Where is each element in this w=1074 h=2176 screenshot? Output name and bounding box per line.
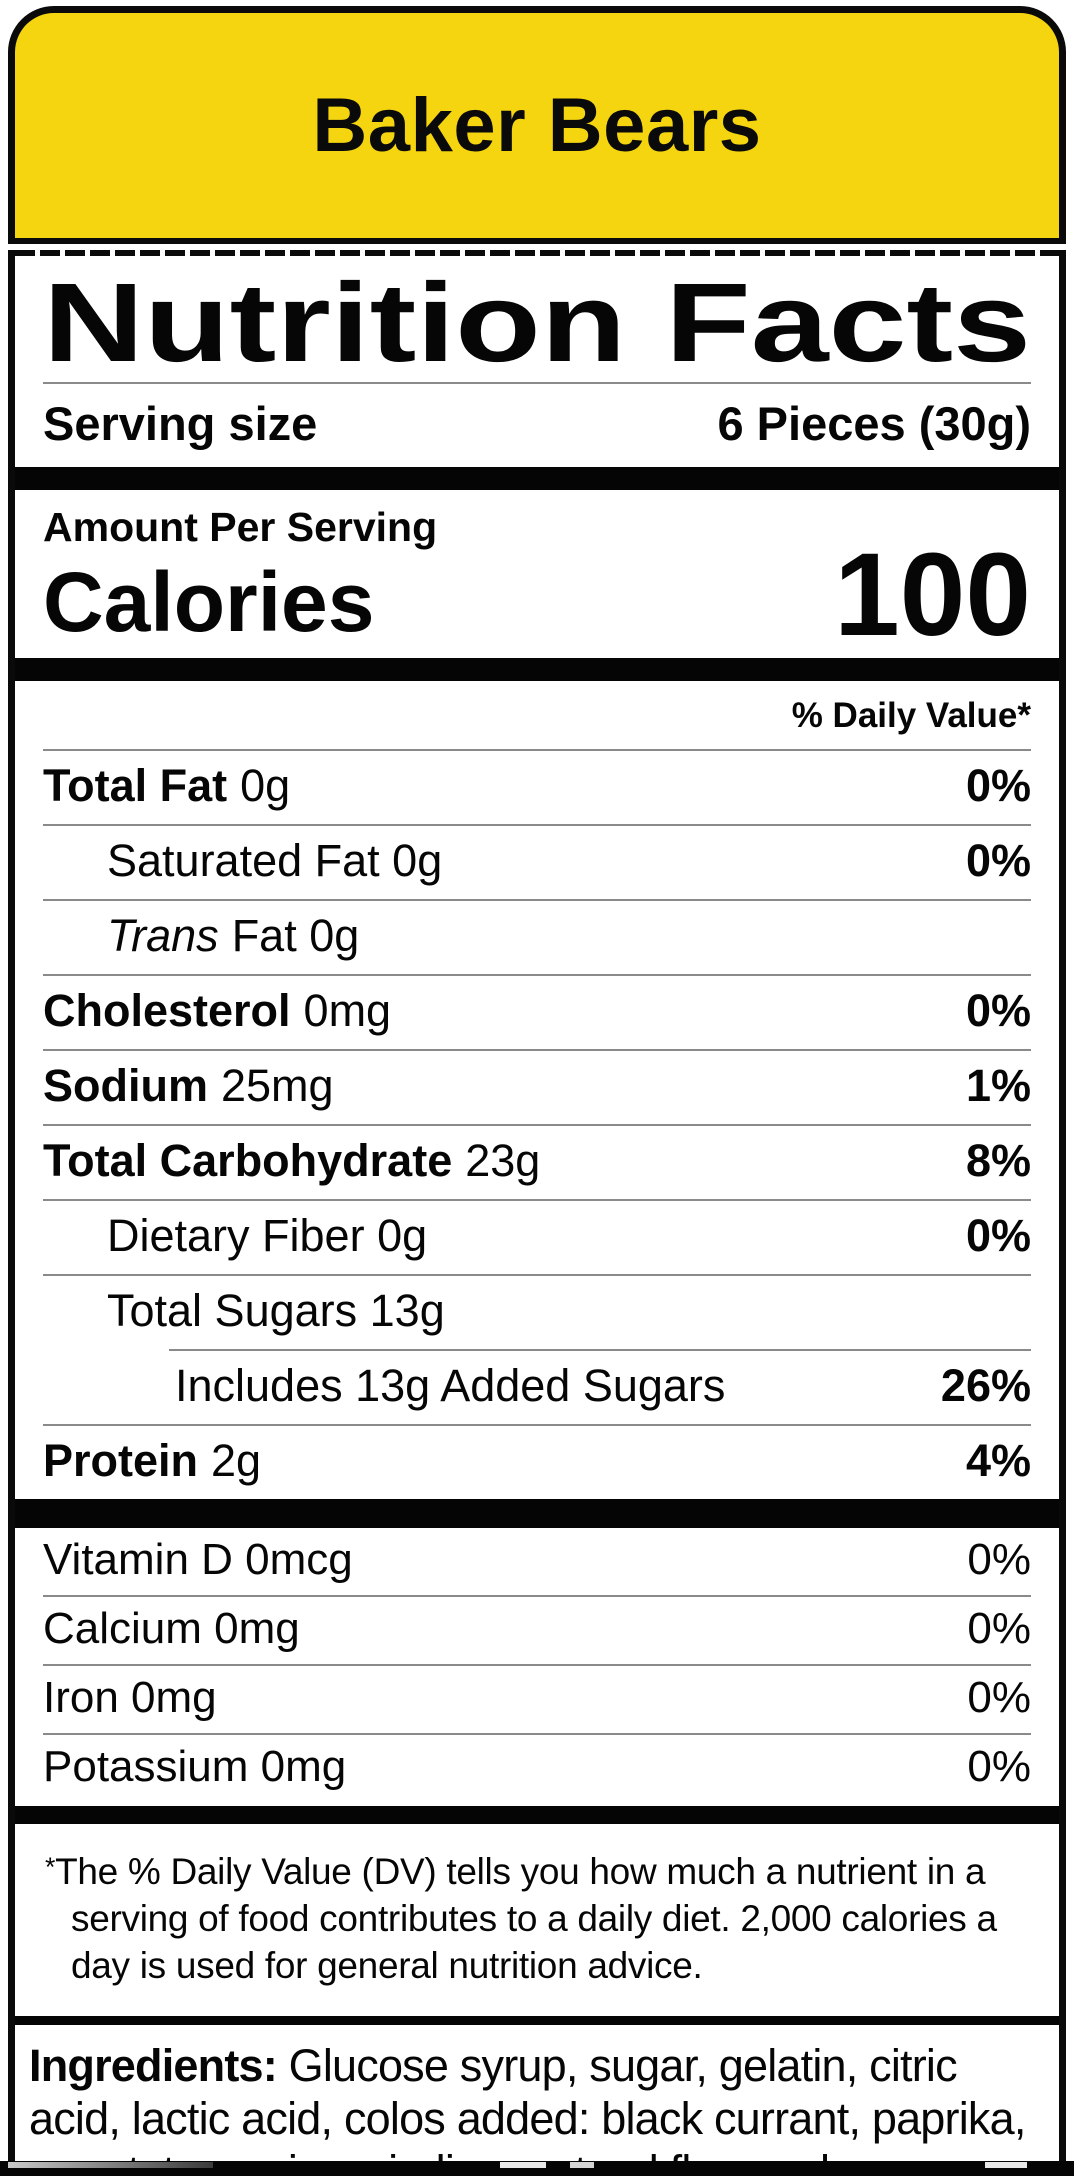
nutrient-name: Protein — [43, 1434, 199, 1486]
product-label: Baker Bears Nutrition Facts Serving size… — [8, 6, 1066, 2176]
footnote-body: The % Daily Value (DV) tells you how muc… — [55, 1850, 997, 1987]
nutrient-text: Iron 0mg — [43, 1672, 217, 1722]
nutrient-amount: 0mg — [303, 984, 392, 1036]
footnote-asterisk: * — [45, 1851, 56, 1882]
nutrient-amount: Fat 0g — [231, 909, 360, 961]
daily-value: 0% — [967, 1534, 1031, 1584]
nutrient-text: Saturated Fat 0g — [107, 834, 443, 886]
vitamin-row-vitamin-d: Vitamin D 0mcg 0% — [43, 1528, 1031, 1595]
divider — [43, 823, 1031, 826]
daily-value: 4% — [965, 1434, 1031, 1486]
nutrient-row-total-fat: Total Fat 0g 0% — [43, 751, 1031, 824]
bottom-strip-notch — [8, 2162, 213, 2168]
bottom-strip-notch — [985, 2162, 1027, 2168]
nutrient-name: Cholesterol — [43, 984, 291, 1036]
nutrient-text: Vitamin D 0mcg — [43, 1534, 353, 1584]
nutrient-row-total-carbohydrate: Total Carbohydrate 23g 8% — [43, 1126, 1031, 1199]
calories-label: Calories — [43, 554, 375, 649]
nutrient-name: Trans — [107, 909, 219, 961]
nutrient-text: Total Fat 0g — [43, 760, 290, 812]
daily-value: 0% — [967, 1603, 1031, 1653]
nutrient-row-dietary-fiber: Dietary Fiber 0g 0% — [43, 1201, 1031, 1274]
heavy-divider — [15, 2015, 1059, 2025]
medium-bar — [15, 1805, 1059, 1824]
nutrient-text: Sodium 25mg — [43, 1060, 334, 1112]
brand-header: Baker Bears — [8, 6, 1066, 244]
divider — [43, 1732, 1031, 1735]
nutrient-name: Total Fat — [43, 759, 228, 811]
daily-value: 0% — [965, 984, 1031, 1036]
divider — [43, 382, 1031, 384]
daily-value: 0% — [967, 1672, 1031, 1722]
divider — [43, 1663, 1031, 1666]
nutrient-text: Trans Fat 0g — [43, 910, 359, 962]
divider — [43, 898, 1031, 901]
nutrient-text: Potassium 0mg — [43, 1741, 347, 1791]
nutrient-amount: 25mg — [221, 1059, 334, 1111]
divider — [43, 1423, 1031, 1426]
nutrient-row-total-sugars: Total Sugars 13g — [43, 1276, 1031, 1349]
nutrient-text: Includes 13g Added Sugars — [175, 1359, 726, 1411]
nutrient-row-protein: Protein 2g 4% — [43, 1426, 1031, 1499]
serving-size-label: Serving size — [43, 397, 318, 450]
nutrient-row-trans-fat: Trans Fat 0g — [43, 901, 1031, 974]
divider — [43, 1198, 1031, 1201]
serving-size-row: Serving size 6 Pieces (30g) — [43, 384, 1031, 467]
bottom-strip-notch — [570, 2162, 594, 2168]
nutrient-text: Protein 2g — [43, 1435, 261, 1487]
nutrient-amount: 23g — [465, 1134, 541, 1186]
daily-value: 0% — [967, 1741, 1031, 1791]
nutrient-text: Calcium 0mg — [43, 1603, 300, 1653]
thick-bar-protein — [15, 1498, 1059, 1528]
perforation-line — [15, 250, 1059, 256]
divider-indented — [169, 1348, 1031, 1351]
nutrition-facts-title: Nutrition Facts — [43, 264, 1031, 382]
nutrient-amount: 0g — [240, 759, 291, 811]
daily-value-header: % Daily Value* — [791, 695, 1031, 735]
nutrient-name: Total Carbohydrate — [43, 1134, 453, 1186]
amount-per-serving-label: Amount Per Serving — [43, 504, 438, 550]
daily-value: 0% — [965, 1209, 1031, 1261]
nutrient-text: Total Carbohydrate 23g — [43, 1135, 540, 1187]
vitamin-row-calcium: Calcium 0mg 0% — [43, 1597, 1031, 1664]
bottom-strip — [0, 2161, 1074, 2176]
calories-row: Calories 100 — [43, 529, 1031, 661]
nutrient-amount: 2g — [211, 1434, 262, 1486]
daily-value: 1% — [965, 1059, 1031, 1111]
serving-size-value: 6 Pieces (30g) — [717, 397, 1031, 450]
thick-bar-top — [15, 467, 1059, 490]
daily-value: 8% — [965, 1134, 1031, 1186]
calories-value: 100 — [834, 529, 1031, 661]
nutrient-row-added-sugars: Includes 13g Added Sugars 26% — [43, 1351, 1031, 1424]
footnote-text: *The % Daily Value (DV) tells you how mu… — [45, 1848, 1027, 1990]
vitamin-row-iron: Iron 0mg 0% — [43, 1666, 1031, 1733]
footnote: *The % Daily Value (DV) tells you how mu… — [43, 1824, 1031, 2016]
divider — [43, 1123, 1031, 1126]
divider — [43, 1048, 1031, 1051]
ingredients-label: Ingredients: — [29, 2039, 278, 2091]
divider — [43, 973, 1031, 976]
nutrition-facts-title-text: Nutrition Facts — [43, 264, 1031, 382]
nutrient-row-saturated-fat: Saturated Fat 0g 0% — [43, 826, 1031, 899]
divider — [43, 748, 1031, 751]
divider — [43, 1273, 1031, 1276]
nutrient-text: Cholesterol 0mg — [43, 985, 391, 1037]
daily-value: 26% — [940, 1359, 1031, 1411]
bottom-strip-notch — [500, 2162, 546, 2168]
ingredients: Ingredients: Glucose syrup, sugar, gelat… — [29, 2025, 1045, 2176]
daily-value: 0% — [965, 759, 1031, 811]
nutrition-panel: Nutrition Facts Serving size 6 Pieces (3… — [8, 250, 1066, 2176]
nutrient-row-sodium: Sodium 25mg 1% — [43, 1051, 1031, 1124]
vitamin-row-potassium: Potassium 0mg 0% — [43, 1735, 1031, 1802]
nutrient-text: Total Sugars 13g — [107, 1284, 445, 1336]
nutrient-name: Sodium — [43, 1059, 208, 1111]
nutrient-row-cholesterol: Cholesterol 0mg 0% — [43, 976, 1031, 1049]
divider — [43, 1594, 1031, 1597]
nutrient-text: Dietary Fiber 0g — [107, 1209, 428, 1261]
thick-bar-calories — [15, 657, 1059, 681]
daily-value: 0% — [965, 834, 1031, 886]
nutrition-facts-title-svg: Nutrition Facts — [43, 264, 1031, 382]
brand-title: Baker Bears — [312, 83, 762, 168]
